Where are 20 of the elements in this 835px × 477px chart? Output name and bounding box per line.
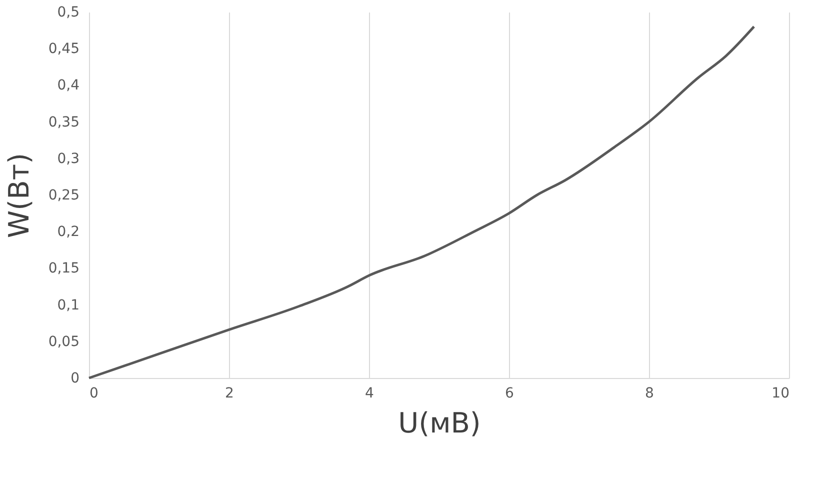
y-tick-label: 0,5 (57, 4, 80, 20)
y-tick-label: 0,35 (48, 114, 80, 130)
y-tick-label: 0,05 (48, 334, 80, 350)
y-tick-label: 0,4 (57, 78, 80, 94)
x-tick-label: 4 (365, 386, 374, 402)
x-axis-title: U(мВ) (398, 406, 481, 440)
y-axis-title: W(Вт) (2, 152, 36, 238)
x-tick-label: 0 (90, 386, 98, 402)
y-tick-label: 0,2 (57, 224, 80, 240)
x-tick-label: 6 (505, 386, 514, 402)
y-tick-label: 0,25 (48, 188, 80, 204)
y-tick-label: 0 (70, 370, 80, 386)
y-tick-label: 0,3 (57, 150, 80, 167)
x-tick-label: 8 (645, 386, 654, 402)
x-tick-label: 2 (225, 386, 234, 402)
x-tick-label: 10 (772, 386, 790, 402)
y-tick-label: 0,1 (57, 297, 80, 314)
y-tick-label: 0,15 (48, 260, 80, 277)
y-tick-label: 0,45 (48, 41, 80, 58)
line-series (88, 25, 756, 380)
